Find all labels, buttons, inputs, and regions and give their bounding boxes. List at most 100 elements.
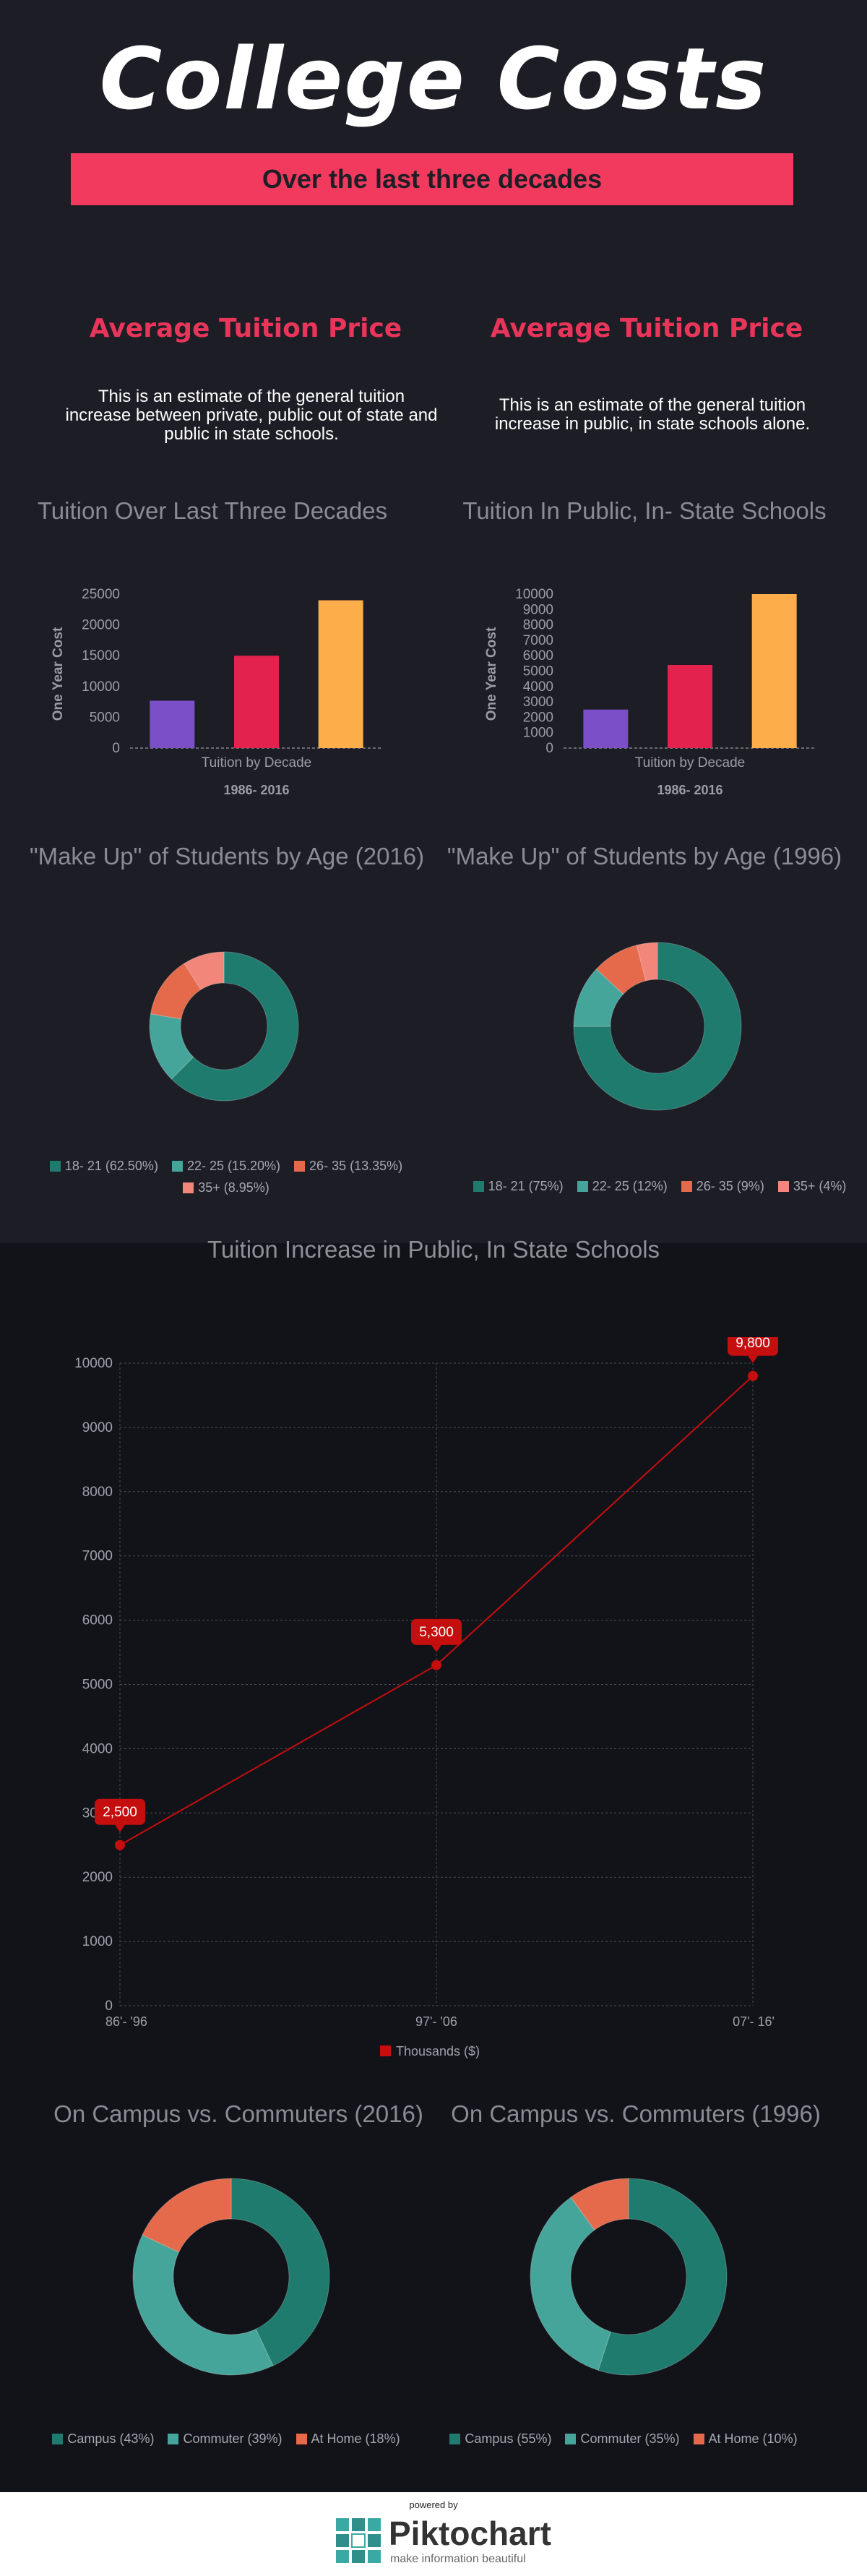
y-tick-label: 9000: [82, 1420, 113, 1435]
tuition-line-chart: 0100020003000400050006000700080009000100…: [74, 1337, 778, 2058]
data-label-bubble: [95, 1798, 145, 1825]
y-axis-label: One Year Cost: [51, 627, 66, 721]
campus-1996-title: On Campus vs. Commuters (1996): [451, 2100, 821, 2127]
data-point: [431, 1660, 441, 1670]
legend-swatch: [294, 1161, 306, 1172]
left-heading: Average Tuition Price: [89, 314, 402, 343]
legend-item: Commuter (35%): [565, 2431, 680, 2446]
legend-swatch: [473, 1181, 484, 1192]
legend-label: 26- 35 (9%): [696, 1179, 764, 1193]
y-tick-label: 8000: [82, 1485, 113, 1500]
page-title: College Costs: [99, 29, 768, 129]
age-legend-2016: 18- 21 (62.50%) 22- 25 (15.20%) 26- 35 (…: [43, 1155, 419, 1198]
legend-item: 18- 21 (75%): [473, 1179, 564, 1193]
legend-swatch: [693, 2434, 704, 2444]
legend-label: At Home (18%): [311, 2431, 400, 2446]
legend-label: Campus (43%): [67, 2431, 155, 2446]
legend-item: 26- 35 (13.35%): [294, 1159, 402, 1173]
legend-swatch: [681, 1181, 692, 1192]
legend-item: At Home (10%): [693, 2431, 798, 2446]
y-tick-label: 7000: [523, 633, 553, 648]
donut-slice-4: [184, 951, 225, 990]
legend-swatch: [171, 1161, 183, 1172]
y-tick-label: 15000: [82, 648, 120, 664]
y-axis-label: One Year Cost: [484, 627, 499, 721]
y-tick-label: 1000: [82, 1934, 113, 1949]
right-heading: Average Tuition Price: [490, 314, 803, 343]
campus-legend-2016: Campus (43%) Commuter (39%) At Home (18%…: [22, 2431, 441, 2447]
data-label: 2,500: [103, 1805, 137, 1820]
legend-label: Campus (55%): [465, 2431, 552, 2446]
legend-item: 35+ (4%): [777, 1179, 846, 1193]
x-tick-label: 97'- '06: [415, 2014, 457, 2029]
donut-slice-3: [150, 963, 202, 1020]
donut-slice-3: [570, 2178, 629, 2231]
legend-item: 35+ (8.95%): [183, 1180, 269, 1195]
left-age-pie-title: "Make Up" of Students by Age (2016): [29, 843, 425, 870]
legend-swatch: [777, 1181, 789, 1192]
campus-donut-2016: [132, 2178, 330, 2376]
legend-label: 22- 25 (15.20%): [186, 1159, 281, 1173]
campus-2016-title: On Campus vs. Commuters (2016): [53, 2100, 423, 2127]
y-tick-label: 5000: [523, 664, 553, 679]
y-tick-label: 1000: [523, 726, 553, 741]
legend-label: Thousands ($): [396, 2044, 480, 2058]
y-tick-label: 0: [545, 741, 553, 756]
donut-slice-2: [530, 2197, 611, 2371]
legend-item: 18- 21 (62.50%): [49, 1159, 158, 1173]
right-bar-chart-title: Tuition In Public, In- State Schools: [462, 497, 827, 524]
piktochart-logo-icon: [336, 2518, 381, 2563]
data-label: 5,300: [419, 1625, 454, 1640]
y-tick-label: 4000: [523, 679, 553, 695]
legend-swatch: [449, 2434, 461, 2444]
age-legend-1996: 18- 21 (75%) 22- 25 (12%) 26- 35 (9%) 35…: [462, 1175, 867, 1197]
y-tick-label: 3000: [523, 695, 553, 710]
y-tick-label: 0: [112, 741, 120, 756]
legend-swatch: [380, 2045, 391, 2056]
y-tick-label: 25000: [82, 587, 120, 602]
campus-donut-1996: [530, 2178, 728, 2376]
y-tick-label: 4000: [82, 1741, 113, 1756]
left-description: This is an estimate of the general tuiti…: [65, 387, 438, 444]
data-label-pointer: [748, 1355, 758, 1363]
data-point: [115, 1839, 125, 1850]
legend-label: 35+ (8.95%): [198, 1180, 269, 1195]
left-bar-chart-title: Tuition Over Last Three Decades: [37, 497, 388, 524]
legend-item: 22- 25 (15.20%): [171, 1159, 281, 1173]
donut-slice-2: [132, 2234, 274, 2376]
donut-slice-1: [230, 2178, 330, 2366]
donut-slice-1: [171, 951, 299, 1102]
chart-footnote: 1986- 2016: [657, 783, 722, 797]
donut-slice-2: [149, 1013, 194, 1080]
x-axis-label: Tuition by Decade: [635, 755, 745, 770]
data-label-pointer: [115, 1824, 125, 1832]
piktochart-tagline: make information beautiful: [390, 2553, 526, 2565]
data-point: [748, 1370, 758, 1381]
y-tick-label: 2000: [82, 1870, 113, 1885]
bar-3: [751, 594, 797, 748]
line-chart-title: Tuition Increase in Public, In State Sch…: [207, 1236, 660, 1263]
donut-slice-2: [573, 968, 624, 1027]
data-label-bubble: [411, 1618, 462, 1645]
y-tick-label: 5000: [82, 1678, 113, 1693]
bar-3: [318, 600, 363, 748]
legend-swatch: [577, 1181, 588, 1192]
legend-swatch: [52, 2434, 64, 2444]
campus-legend-1996: Campus (55%) Commuter (35%) At Home (10%…: [419, 2431, 838, 2447]
bar-1: [150, 700, 195, 748]
footer: powered by Piktochart make information b…: [0, 2492, 867, 2576]
powered-by-label: powered by: [409, 2499, 458, 2510]
legend-swatch: [168, 2434, 179, 2444]
y-tick-label: 6000: [82, 1613, 113, 1628]
y-tick-label: 20000: [82, 618, 120, 633]
y-tick-label: 9000: [523, 602, 553, 617]
chart-footnote: 1986- 2016: [223, 783, 289, 797]
donut-slice-3: [142, 2178, 232, 2253]
legend-label: 26- 35 (13.35%): [309, 1159, 403, 1173]
legend-item: 26- 35 (9%): [681, 1179, 764, 1193]
legend-swatch: [49, 1161, 61, 1172]
left-bar-chart: 0 5000 10000 15000 20000 25000 Tuition by Deca…: [51, 587, 383, 797]
bar-2: [668, 664, 712, 748]
bar-2: [234, 656, 279, 748]
right-age-pie-title: "Make Up" of Students by Age (1996): [447, 843, 842, 870]
